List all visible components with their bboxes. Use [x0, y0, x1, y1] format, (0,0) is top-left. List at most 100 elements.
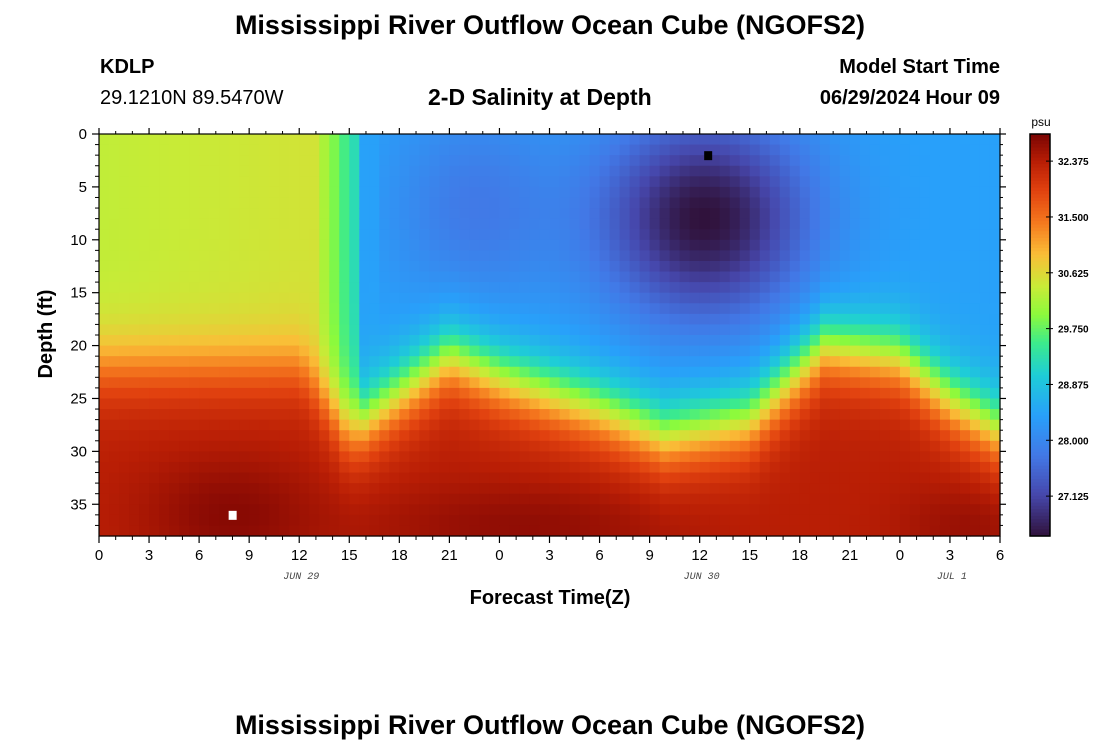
- heatmap-cell: [489, 165, 501, 177]
- heatmap-cell: [619, 271, 631, 283]
- heatmap-cell: [609, 409, 621, 421]
- heatmap-cell: [899, 430, 911, 442]
- heatmap-cell: [459, 356, 471, 368]
- heatmap-cell: [619, 313, 631, 326]
- heatmap-cell: [199, 155, 210, 167]
- heatmap-cell: [409, 366, 420, 378]
- heatmap-cell: [729, 440, 741, 452]
- heatmap-cell: [709, 493, 721, 505]
- heatmap-cell: [389, 186, 400, 199]
- heatmap-cell: [749, 387, 761, 400]
- heatmap-cell: [199, 186, 210, 199]
- heatmap-cell: [689, 144, 701, 156]
- heatmap-cell: [769, 335, 781, 347]
- heatmap-cell: [169, 345, 180, 357]
- heatmap-cell: [99, 186, 110, 199]
- heatmap-cell: [469, 197, 481, 209]
- heatmap-cell: [289, 366, 300, 378]
- heatmap-cell: [209, 292, 220, 304]
- heatmap-cell: [729, 260, 741, 273]
- heatmap-cell: [619, 419, 631, 431]
- heatmap-cell: [639, 409, 651, 421]
- heatmap-cell: [869, 398, 881, 410]
- heatmap-cell: [629, 483, 641, 495]
- heatmap-cell: [789, 472, 801, 484]
- heatmap-cell: [969, 186, 981, 199]
- heatmap-cell: [809, 440, 821, 452]
- heatmap-cell: [309, 335, 320, 347]
- heatmap-cell: [519, 366, 531, 378]
- heatmap-cell: [169, 155, 180, 167]
- heatmap-cell: [389, 165, 400, 177]
- heatmap-cell: [829, 398, 841, 410]
- heatmap-cell: [689, 345, 701, 357]
- heatmap-cell: [329, 208, 340, 220]
- heatmap-cell: [169, 430, 180, 442]
- heatmap-cell: [409, 335, 420, 347]
- heatmap-cell: [849, 483, 861, 495]
- heatmap-cell: [589, 250, 601, 262]
- heatmap-cell: [439, 419, 450, 431]
- heatmap-cell: [849, 335, 861, 347]
- heatmap-cell: [729, 430, 741, 442]
- heatmap-cell: [609, 493, 621, 505]
- heatmap-cell: [939, 186, 951, 199]
- heatmap-cell: [299, 250, 310, 262]
- heatmap-cell: [189, 303, 200, 315]
- heatmap-cell: [349, 218, 360, 230]
- heatmap-cell: [829, 387, 841, 400]
- heatmap-cell: [199, 260, 210, 273]
- heatmap-cell: [689, 229, 701, 241]
- heatmap-cell: [369, 356, 380, 368]
- heatmap-cell: [659, 387, 671, 400]
- heatmap-cell: [269, 345, 280, 357]
- heatmap-cell: [269, 504, 280, 516]
- heatmap-cell: [499, 451, 511, 463]
- heatmap-cell: [599, 440, 611, 452]
- heatmap-cell: [279, 493, 290, 505]
- heatmap-cell: [809, 366, 821, 378]
- chart-title: Mississippi River Outflow Ocean Cube (NG…: [234, 10, 866, 40]
- colorbar-segment: [1030, 190, 1050, 195]
- heatmap-cell: [699, 303, 711, 315]
- heatmap-cell: [939, 472, 951, 484]
- heatmap-cell: [179, 483, 190, 495]
- heatmap-cell: [559, 440, 571, 452]
- heatmap-cell: [629, 303, 641, 315]
- heatmap-cell: [549, 250, 561, 262]
- heatmap-cell: [99, 324, 110, 336]
- heatmap-cell: [269, 387, 280, 400]
- heatmap-cell: [149, 398, 160, 410]
- heatmap-cell: [319, 134, 330, 146]
- heatmap-cell: [299, 176, 310, 188]
- heatmap-cell: [989, 313, 1001, 326]
- heatmap-cell: [869, 250, 881, 262]
- heatmap-cell: [849, 324, 861, 336]
- heatmap-cell: [339, 260, 350, 273]
- colorbar-segment: [1030, 435, 1050, 440]
- heatmap-cell: [469, 345, 481, 357]
- heatmap-cell: [339, 387, 350, 400]
- heatmap-cell: [859, 483, 871, 495]
- heatmap-cell: [329, 493, 340, 505]
- heatmap-cell: [149, 483, 160, 495]
- colorbar-segment: [1030, 301, 1050, 306]
- heatmap-cell: [389, 451, 400, 463]
- heatmap-cell: [699, 430, 711, 442]
- heatmap-cell: [889, 483, 901, 495]
- heatmap-cell: [229, 461, 240, 474]
- x-tick-label: 18: [391, 547, 408, 564]
- colorbar-segment: [1030, 134, 1050, 138]
- heatmap-cell: [149, 250, 160, 262]
- heatmap-cell: [309, 345, 320, 357]
- heatmap-cell: [569, 176, 581, 188]
- heatmap-cell: [859, 218, 871, 230]
- heatmap-cell: [109, 377, 120, 389]
- heatmap-cell: [249, 504, 260, 516]
- heatmap-cell: [769, 282, 781, 294]
- heatmap-cell: [849, 472, 861, 484]
- heatmap-cell: [739, 292, 751, 304]
- colorbar-segment: [1030, 355, 1050, 360]
- heatmap-cell: [339, 197, 350, 209]
- heatmap-cell: [909, 514, 921, 527]
